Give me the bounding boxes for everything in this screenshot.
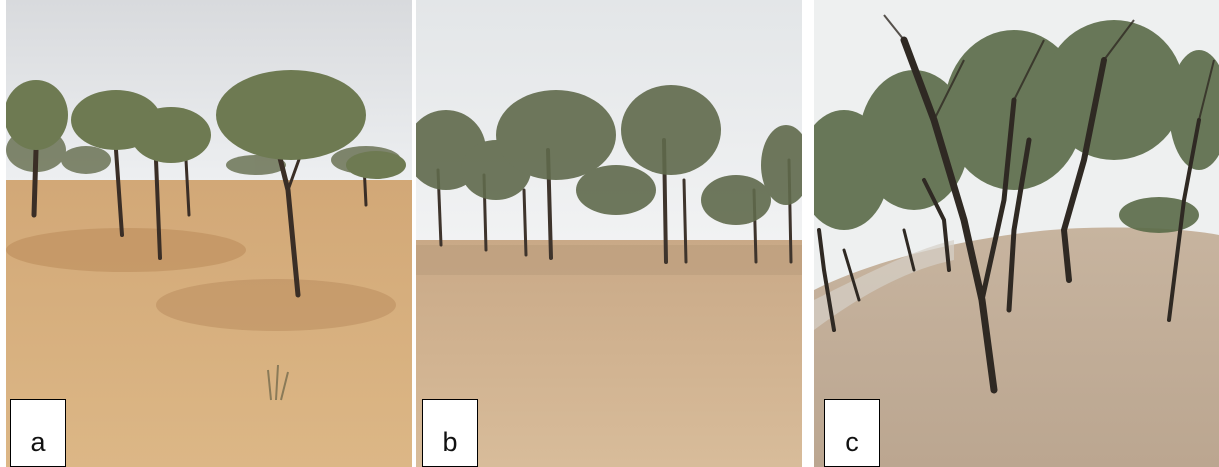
photo-panel-b: b (416, 0, 802, 467)
panel-label-a: a (10, 399, 66, 467)
panel-label-c: c (824, 399, 880, 467)
savanna-photo-a (6, 0, 412, 467)
photo-panel-c: c (814, 0, 1219, 467)
panel-label-b: b (422, 399, 478, 467)
slope-photo-c (814, 0, 1219, 467)
woodland-photo-b (416, 0, 802, 467)
photo-panel-a: a (6, 0, 412, 467)
